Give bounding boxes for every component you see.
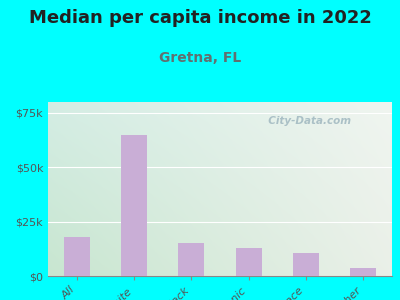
Bar: [236, 248, 262, 276]
Bar: [178, 243, 204, 276]
Bar: [293, 253, 319, 276]
Bar: [64, 237, 90, 276]
Text: Median per capita income in 2022: Median per capita income in 2022: [28, 9, 372, 27]
Text: Gretna, FL: Gretna, FL: [159, 51, 241, 65]
Text: City-Data.com: City-Data.com: [261, 116, 351, 126]
Bar: [350, 268, 376, 276]
Bar: [121, 135, 147, 276]
